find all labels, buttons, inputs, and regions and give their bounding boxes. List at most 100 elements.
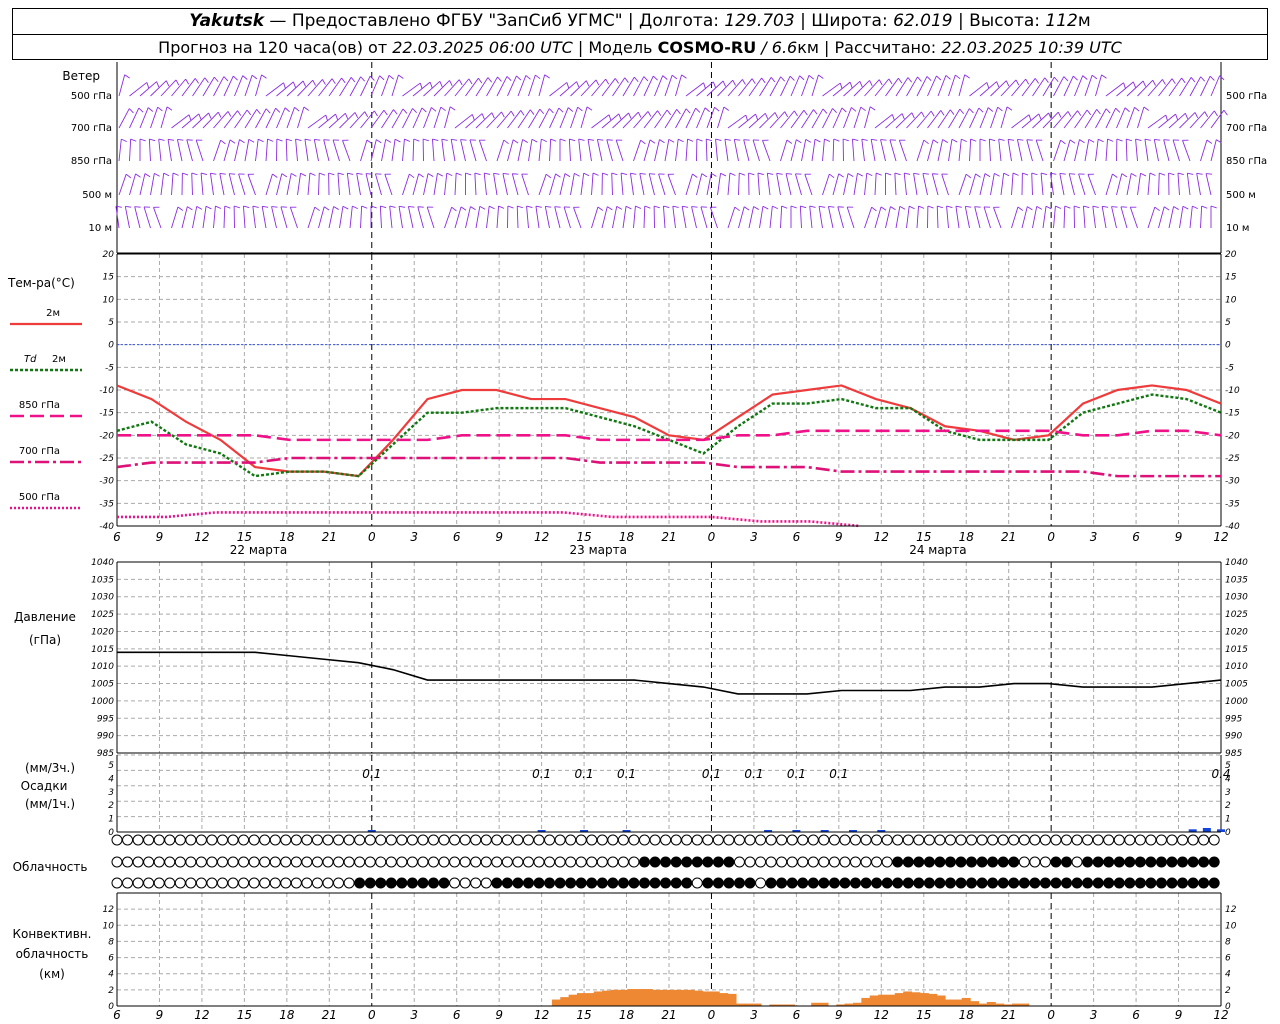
conv-xtick: 0 [1047,1008,1055,1022]
wind-barb [745,114,748,121]
temp-ytick: -10 [99,386,114,396]
wind-barb [177,206,184,211]
wind-barb [182,172,189,176]
wind-barb [715,139,718,162]
wind-barb [383,109,388,116]
wind-barb [148,139,151,162]
conv-ytick: 2 [108,986,114,996]
temp-ytick: -40 [1225,522,1240,532]
conv-xtick: 18 [279,1008,295,1022]
wind-barb [318,172,320,196]
wind-barb [1210,139,1217,162]
wind-barb [200,173,204,196]
wind-barb [712,81,716,88]
wind-barb [125,205,132,208]
wind-barb [118,139,122,162]
wind-barb [286,173,292,196]
wind-barb [1074,109,1088,129]
cloud-symbol [860,834,872,846]
wind-barb [559,173,566,196]
wind-barb [402,108,413,129]
cloud-symbol [871,834,883,846]
wind-barb [412,108,417,114]
legend-label: 2м [46,308,60,319]
cloud-symbol [1187,856,1199,868]
wind-barb [376,139,382,144]
cloud-symbol [1092,856,1104,868]
pressure-ytick: 1000 [1225,697,1248,707]
wind-barb [454,206,462,229]
temp-ytick: -5 [105,363,114,373]
wind-barb [685,82,704,97]
wind-barb [851,107,857,112]
wind-barb [667,174,676,196]
wind-barb [1027,206,1033,211]
wind-barb [874,173,877,196]
cloud-symbol [976,856,988,868]
wind-barb [861,139,865,162]
wind-barb [475,77,489,97]
cloud-symbol [596,877,608,889]
wind-barb [1012,172,1019,176]
wind-barb [895,112,913,129]
cloud-symbol [850,856,861,868]
wind-barb [990,173,995,196]
cloud-symbol [301,856,313,868]
wind-barb [811,139,816,162]
conv-ytick: 8 [1225,937,1231,947]
wind-barb [691,206,697,229]
cloud-symbol [533,834,545,846]
wind-barb [271,206,278,208]
wind-barb [1147,79,1163,97]
pressure-ytick: 985 [1225,749,1242,759]
wind-barb [1184,113,1189,119]
cloud-symbol [639,856,650,868]
wind-barb [852,138,859,142]
wind-barb [937,75,947,97]
precip-panel-label: Осадки [21,779,68,793]
temp-xtick: 9 [1175,530,1183,544]
cloud-symbol [818,856,830,868]
cloud-symbol [565,834,577,846]
wind-barb [1163,206,1170,211]
wind-barb [454,78,470,97]
wind-barb [764,113,769,119]
wind-barb [781,205,788,209]
wind-barb [1040,172,1048,175]
wind-barb [916,206,919,229]
wind-barb [762,205,769,210]
wind-barb [996,81,1000,88]
wind-barb [1179,112,1196,129]
precip-ytick: 5 [1225,761,1231,771]
wind-barb [1200,139,1208,162]
cloud-symbol [1198,877,1210,889]
wind-barb [246,109,252,116]
wind-barb [1168,112,1186,129]
wind-barb [444,207,453,229]
wind-barb [570,173,575,196]
precip-ytick: 0 [108,828,114,838]
wind-barb [423,80,441,97]
convective-bar [978,1003,988,1006]
wind-barb [664,109,678,129]
wind-barb [677,138,684,143]
wind-barb [916,139,925,162]
wind-barb [780,139,788,162]
wind-level-label: 10 м [1226,223,1249,234]
precip-total: 0.1 [744,767,763,781]
wind-barb [898,77,903,84]
wind-barb [570,107,579,129]
conv-xtick: 15 [237,1008,252,1022]
pressure-ytick: 1005 [91,680,114,690]
wind-barb [257,138,264,143]
wind-barb [234,139,240,162]
convective-bar [986,1001,996,1006]
wind-barb [1137,173,1142,196]
wind-barb [614,78,619,84]
wind-barb [611,172,613,196]
wind-barb [785,173,792,196]
wind-barb [790,205,797,209]
wind-barb [755,114,759,120]
wind-barb [894,172,901,176]
wind-barb [129,82,148,97]
